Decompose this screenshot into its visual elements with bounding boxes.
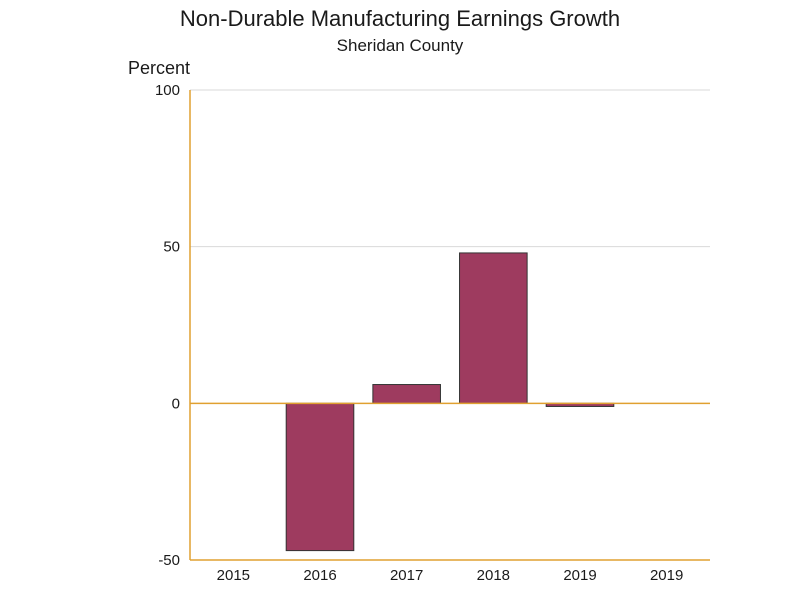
bar [286,403,354,550]
x-tick-label: 2017 [390,567,423,584]
y-tick-label: 100 [155,82,180,99]
y-tick-label: -50 [158,552,180,569]
x-tick-label: 2019 [563,567,596,584]
chart-svg: -50 0 50 100 2015 2016 2017 2018 2019 2019 [0,0,800,600]
y-tick-label: 0 [172,395,180,412]
x-tick-label: 2015 [217,567,250,584]
x-tick-label: 2016 [303,567,336,584]
chart-container: Non-Durable Manufacturing Earnings Growt… [0,0,800,600]
x-tick-label: 2019 [650,567,683,584]
y-tick-label: 50 [163,239,180,256]
bar [373,385,441,404]
bar [460,253,528,403]
x-tick-label: 2018 [477,567,510,584]
